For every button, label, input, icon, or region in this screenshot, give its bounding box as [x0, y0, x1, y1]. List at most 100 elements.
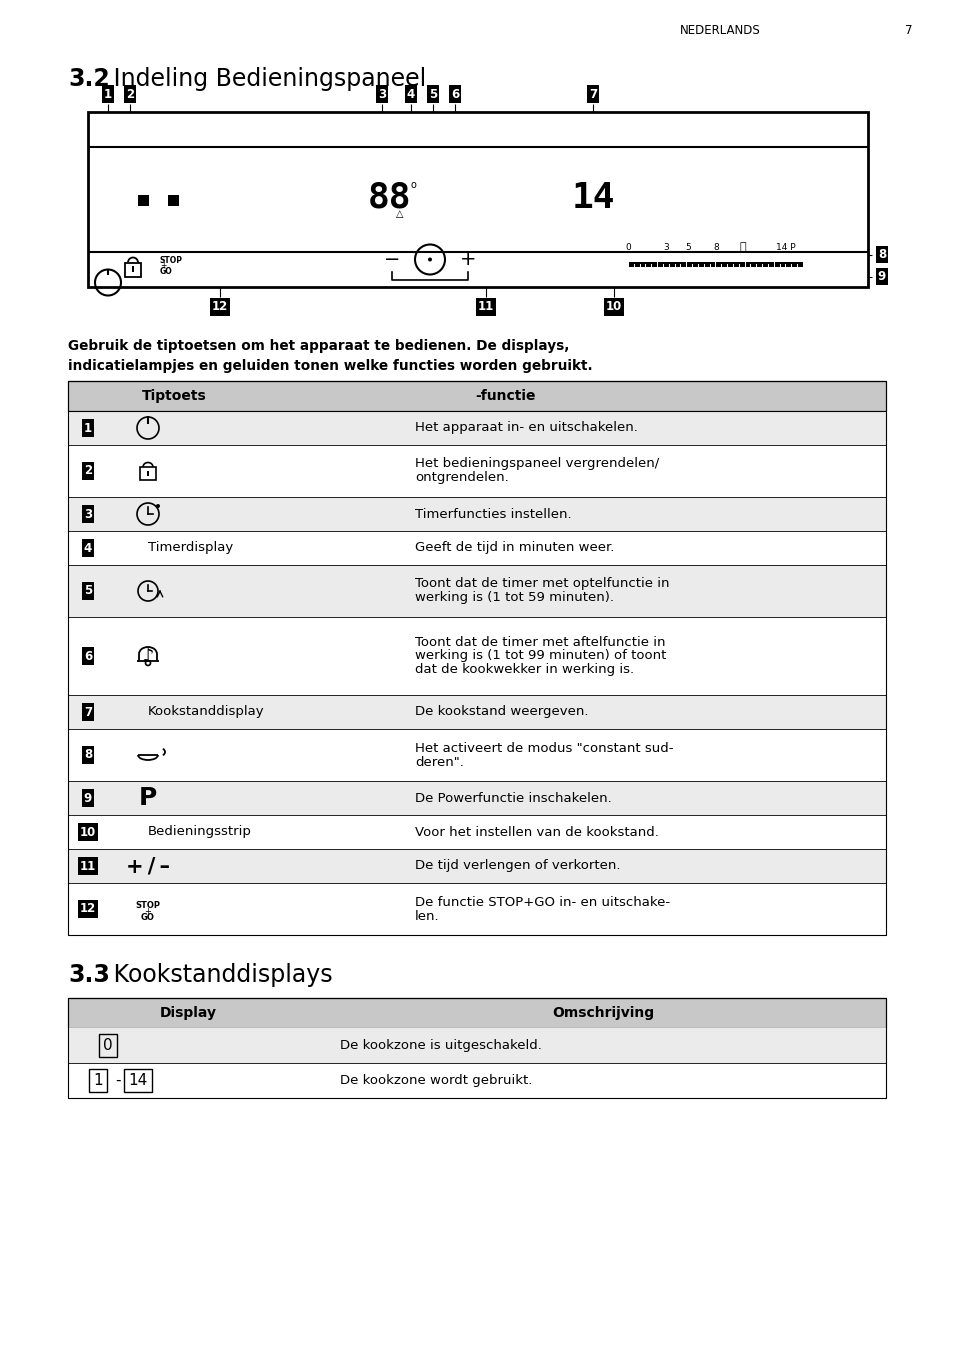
Bar — [147, 470, 149, 476]
Text: De Powerfunctie inschakelen.: De Powerfunctie inschakelen. — [415, 791, 611, 804]
Bar — [68, 1028, 885, 1063]
Text: 3.3: 3.3 — [68, 963, 110, 987]
Text: Kookstanddisplay: Kookstanddisplay — [148, 706, 264, 718]
Text: Gebruik de tiptoetsen om het apparaat te bedienen. De displays,: Gebruik de tiptoetsen om het apparaat te… — [68, 339, 569, 353]
Text: -: - — [115, 1073, 121, 1088]
Text: 1: 1 — [84, 422, 92, 434]
Text: + / –: + / – — [126, 856, 170, 876]
Text: De kookzone is uitgeschakeld.: De kookzone is uitgeschakeld. — [339, 1038, 541, 1052]
Text: 0: 0 — [103, 1038, 112, 1053]
Text: ♪: ♪ — [142, 646, 154, 665]
Text: 14: 14 — [571, 181, 614, 215]
Text: STOP: STOP — [135, 900, 160, 910]
Text: 0: 0 — [624, 243, 630, 253]
Text: 12: 12 — [80, 903, 96, 915]
Bar — [68, 565, 885, 617]
Text: P: P — [139, 786, 157, 810]
Text: dat de kookwekker in werking is.: dat de kookwekker in werking is. — [415, 664, 634, 676]
Text: 9: 9 — [877, 270, 885, 283]
Text: len.: len. — [415, 910, 439, 922]
Text: 6: 6 — [84, 649, 92, 662]
Text: 3: 3 — [377, 88, 386, 100]
Text: Timerfuncties instellen.: Timerfuncties instellen. — [415, 507, 571, 521]
Bar — [68, 998, 885, 1028]
Text: 2: 2 — [126, 88, 134, 100]
Text: +: + — [459, 250, 476, 269]
Text: 14 P: 14 P — [775, 243, 795, 253]
Bar — [168, 195, 179, 206]
Text: 11: 11 — [80, 860, 96, 872]
Bar — [68, 729, 885, 781]
Text: 12: 12 — [212, 300, 228, 314]
Text: Het apparaat in- en uitschakelen.: Het apparaat in- en uitschakelen. — [415, 422, 638, 434]
Text: Toont dat de timer met aftelfunctie in: Toont dat de timer met aftelfunctie in — [415, 635, 665, 649]
Text: 10: 10 — [605, 300, 621, 314]
Text: Bedieningsstrip: Bedieningsstrip — [148, 826, 252, 838]
Bar — [68, 445, 885, 498]
Text: 4: 4 — [84, 542, 92, 554]
Text: 10: 10 — [80, 826, 96, 838]
Text: STOP: STOP — [160, 256, 183, 265]
Bar — [125, 262, 141, 277]
Bar — [68, 781, 885, 815]
Text: werking is (1 tot 99 minuten) of toont: werking is (1 tot 99 minuten) of toont — [415, 649, 666, 662]
Text: +: + — [145, 906, 152, 915]
Text: 2: 2 — [84, 465, 92, 477]
Bar — [68, 381, 885, 936]
Text: ⌣: ⌣ — [739, 242, 745, 253]
Bar — [68, 411, 885, 445]
Text: 8: 8 — [877, 247, 885, 261]
Text: 5: 5 — [429, 88, 436, 100]
Text: 8: 8 — [713, 243, 719, 253]
Text: deren".: deren". — [415, 756, 463, 768]
Bar — [68, 1063, 885, 1098]
Text: 5: 5 — [684, 243, 690, 253]
Text: NEDERLANDS: NEDERLANDS — [679, 24, 760, 37]
Bar — [68, 617, 885, 695]
Text: 88: 88 — [368, 181, 412, 215]
Text: De kookstand weergeven.: De kookstand weergeven. — [415, 706, 588, 718]
Text: -functie: -functie — [475, 389, 535, 403]
Text: Voor het instellen van de kookstand.: Voor het instellen van de kookstand. — [415, 826, 659, 838]
Text: o: o — [410, 181, 416, 191]
Bar — [68, 815, 885, 849]
Text: 1: 1 — [104, 88, 112, 100]
Circle shape — [156, 504, 160, 508]
Text: 8: 8 — [84, 749, 92, 761]
Text: 3.2: 3.2 — [68, 68, 110, 91]
Text: De tijd verlengen of verkorten.: De tijd verlengen of verkorten. — [415, 860, 619, 872]
Text: ontgrendelen.: ontgrendelen. — [415, 472, 508, 484]
Bar — [68, 381, 885, 411]
Text: +: + — [160, 261, 166, 270]
Text: De kookzone wordt gebruikt.: De kookzone wordt gebruikt. — [339, 1073, 532, 1087]
Text: 7: 7 — [588, 88, 597, 100]
Bar — [88, 112, 867, 287]
Text: 1: 1 — [93, 1073, 103, 1088]
Bar — [68, 498, 885, 531]
Text: De functie STOP+GO in- en uitschake-: De functie STOP+GO in- en uitschake- — [415, 895, 669, 909]
Bar — [68, 998, 885, 1098]
Text: Display: Display — [159, 1006, 216, 1019]
Text: GO: GO — [160, 266, 172, 276]
Text: Tiptoets: Tiptoets — [141, 389, 206, 403]
Text: 6: 6 — [451, 88, 458, 100]
Text: Omschrijving: Omschrijving — [552, 1006, 654, 1019]
Text: △: △ — [395, 208, 403, 219]
Text: Kookstanddisplays: Kookstanddisplays — [106, 963, 333, 987]
Text: indicatielampjes en geluiden tonen welke functies worden gebruikt.: indicatielampjes en geluiden tonen welke… — [68, 360, 592, 373]
Bar — [68, 849, 885, 883]
Text: Het bedieningspaneel vergrendelen/: Het bedieningspaneel vergrendelen/ — [415, 457, 659, 470]
Text: Toont dat de timer met optelfunctie in: Toont dat de timer met optelfunctie in — [415, 577, 669, 591]
Text: werking is (1 tot 59 minuten).: werking is (1 tot 59 minuten). — [415, 592, 614, 604]
Text: Het activeert de modus "constant sud-: Het activeert de modus "constant sud- — [415, 741, 673, 754]
Text: 7: 7 — [904, 24, 911, 37]
Text: 7: 7 — [84, 706, 92, 718]
Text: Geeft de tijd in minuten weer.: Geeft de tijd in minuten weer. — [415, 542, 614, 554]
Bar — [138, 195, 149, 206]
Text: −: − — [383, 250, 399, 269]
Circle shape — [428, 257, 432, 261]
Bar — [68, 531, 885, 565]
Text: 4: 4 — [406, 88, 415, 100]
Text: 9: 9 — [84, 791, 92, 804]
Bar — [140, 466, 156, 480]
